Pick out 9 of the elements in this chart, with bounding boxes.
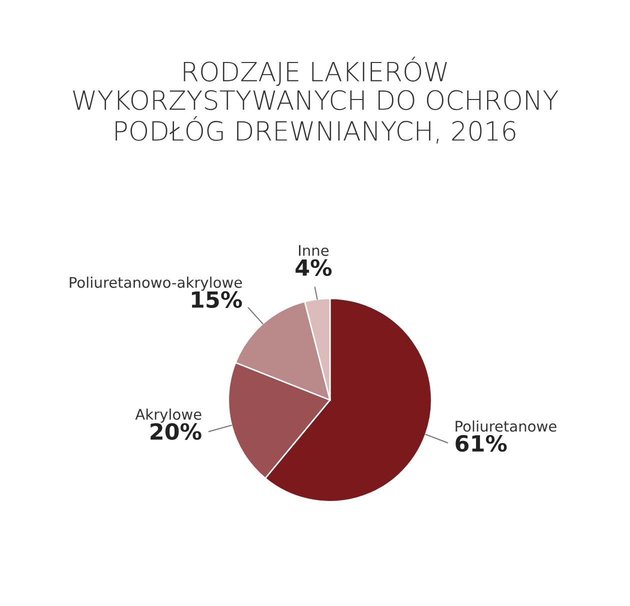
data-label: 15% xyxy=(192,291,242,308)
slice-label: Poliuretanowe xyxy=(456,420,556,432)
data-label: 4% xyxy=(296,259,332,276)
slice-label: Poliuretanowo-akrylowe xyxy=(70,276,242,291)
slice-label: Inne xyxy=(298,245,329,256)
data-label: 20% xyxy=(150,423,202,440)
slice-label: Akrylowe xyxy=(135,408,202,423)
data-label: 61% xyxy=(456,434,507,452)
chart-title: RODZAJE LAKIERÓW WYKORZYSTYWANYCH DO OCHRONY PODŁÓG DREWNIANYCH, 2016 xyxy=(73,56,558,144)
